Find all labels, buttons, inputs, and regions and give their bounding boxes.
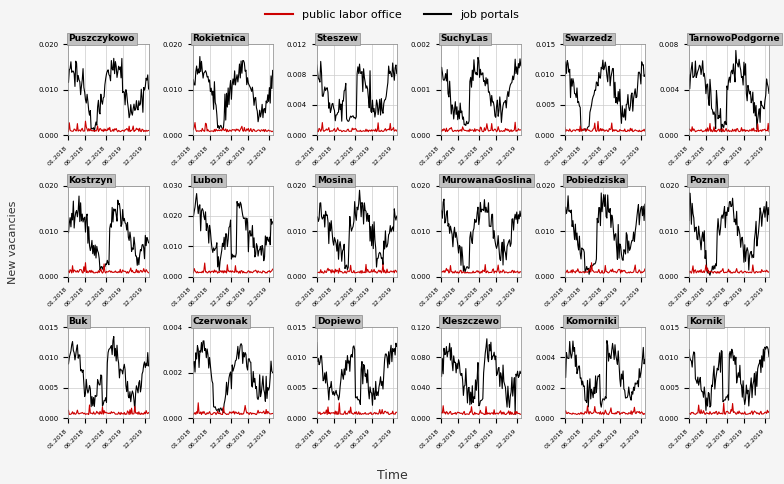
Text: Kleszczewo: Kleszczewo <box>441 317 499 326</box>
Text: Komorniki: Komorniki <box>564 317 616 326</box>
Text: Poznan: Poznan <box>689 176 726 185</box>
Text: Czerwonak: Czerwonak <box>193 317 248 326</box>
Text: Swarzedz: Swarzedz <box>564 34 613 44</box>
Text: Rokietnica: Rokietnica <box>193 34 246 44</box>
Text: Lubon: Lubon <box>193 176 224 185</box>
Text: Pobiedziska: Pobiedziska <box>564 176 626 185</box>
Text: Buk: Buk <box>68 317 88 326</box>
Legend: public labor office, job portals: public labor office, job portals <box>260 5 524 25</box>
Text: SuchyLas: SuchyLas <box>441 34 488 44</box>
Text: Kostrzyn: Kostrzyn <box>68 176 113 185</box>
Text: MurowanaGoslina: MurowanaGoslina <box>441 176 532 185</box>
Text: Steszew: Steszew <box>317 34 358 44</box>
Text: TarnowoPodgorne: TarnowoPodgorne <box>689 34 781 44</box>
Text: Puszczykowo: Puszczykowo <box>68 34 135 44</box>
Text: Dopiewo: Dopiewo <box>317 317 361 326</box>
Text: New vacancies: New vacancies <box>8 200 18 284</box>
Text: Time: Time <box>376 469 408 482</box>
Text: Mosina: Mosina <box>317 176 353 185</box>
Text: Kornik: Kornik <box>689 317 722 326</box>
